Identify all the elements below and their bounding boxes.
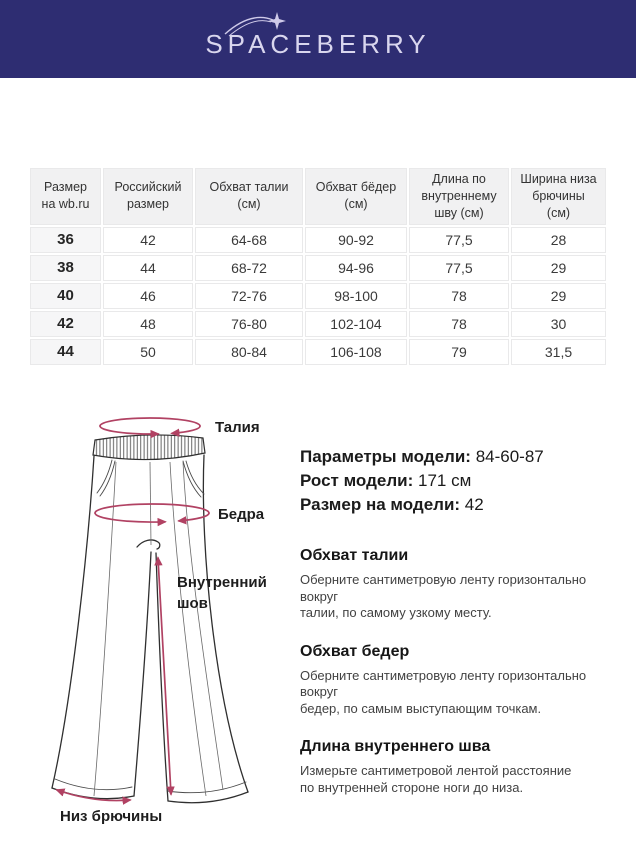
guide-section-title: Обхват бедер — [300, 642, 410, 660]
guide-section-hips: Обхват бедер Оберните сантиметровую лент… — [300, 643, 618, 718]
table-row: 38 44 68-72 94-96 77,5 29 — [30, 254, 606, 281]
table-row: 36 42 64-68 90-92 77,5 28 — [30, 226, 606, 253]
inseam-measure-arrow — [154, 556, 175, 796]
cell-wb-size: 36 — [30, 226, 101, 253]
cell-hem-width: 29 — [511, 282, 606, 309]
cell-ru-size: 46 — [103, 282, 193, 309]
cell-ru-size: 50 — [103, 338, 193, 365]
cell-inseam: 78 — [409, 310, 509, 337]
brand-header: SPACEBERRY — [0, 0, 636, 78]
cell-wb-size: 44 — [30, 338, 101, 365]
measuring-guide: Обхват талии Оберните сантиметровую лент… — [300, 547, 618, 796]
size-table-header-row: Размер на wb.ru Российский размер Обхват… — [30, 168, 606, 225]
brand-name: SPACEBERRY — [205, 28, 431, 59]
cell-inseam: 77,5 — [409, 254, 509, 281]
col-header-hem-width: Ширина низа брючины (см) — [511, 168, 606, 225]
cell-waist: 72-76 — [195, 282, 303, 309]
model-size-value: 42 — [464, 495, 484, 514]
cell-inseam: 79 — [409, 338, 509, 365]
cell-ru-size: 48 — [103, 310, 193, 337]
hips-measure-arrow — [94, 503, 210, 527]
pants-diagram — [51, 417, 249, 805]
waistband — [92, 434, 206, 461]
guide-section-title: Обхват талии — [300, 547, 409, 564]
table-row: 42 48 76-80 102-104 78 30 — [30, 310, 606, 337]
cell-waist: 68-72 — [195, 254, 303, 281]
model-size-label: Размер на модели: — [300, 495, 461, 514]
col-header-waist: Обхват талии (см) — [195, 168, 303, 225]
cell-inseam: 78 — [409, 282, 509, 309]
model-height-label: Рост модели: — [300, 471, 414, 490]
hem-label: Низ брючины — [60, 808, 163, 825]
cell-inseam: 77,5 — [409, 226, 509, 253]
pants-details — [54, 459, 247, 794]
col-header-inseam: Длина по внутреннему шву (см) — [409, 168, 509, 225]
hem-measure-arrow — [55, 788, 132, 805]
model-params-value: 84-60-87 — [475, 447, 544, 466]
cell-waist: 64-68 — [195, 226, 303, 253]
cell-hips: 98-100 — [305, 282, 407, 309]
model-height-line: Рост модели: 171 см — [300, 469, 618, 493]
guide-section-text: Измерьте сантиметровой лентой расстояние… — [300, 763, 572, 795]
cell-wb-size: 38 — [30, 254, 101, 281]
brand-logo: SPACEBERRY — [205, 11, 431, 60]
col-header-ru-size: Российский размер — [103, 168, 193, 225]
info-column: Параметры модели: 84-60-87 Рост модели: … — [300, 445, 618, 817]
cell-hem-width: 31,5 — [511, 338, 606, 365]
col-header-wb-size: Размер на wb.ru — [30, 168, 101, 225]
shooting-star-icon — [224, 11, 287, 36]
cell-hem-width: 29 — [511, 254, 606, 281]
hips-label: Бедра — [218, 506, 265, 523]
cell-waist: 76-80 — [195, 310, 303, 337]
guide-section-waist: Обхват талии Оберните сантиметровую лент… — [300, 547, 618, 622]
guide-section-title: Длина внутреннего шва — [300, 738, 491, 755]
model-params-line: Параметры модели: 84-60-87 — [300, 445, 618, 469]
cell-hips: 90-92 — [305, 226, 407, 253]
cell-wb-size: 42 — [30, 310, 101, 337]
cell-ru-size: 44 — [103, 254, 193, 281]
cell-wb-size: 40 — [30, 282, 101, 309]
model-height-value: 171 см — [417, 471, 472, 490]
model-size-line: Размер на модели: 42 — [300, 493, 618, 517]
cell-hem-width: 28 — [511, 226, 606, 253]
table-row: 44 50 80-84 106-108 79 31,5 — [30, 338, 606, 365]
cell-hem-width: 30 — [511, 310, 606, 337]
guide-section-text: Оберните сантиметровую ленту горизонталь… — [300, 667, 587, 716]
inseam-label: Внутренний шов — [177, 574, 267, 612]
waist-measure-arrow — [99, 417, 201, 439]
cell-hips: 106-108 — [305, 338, 407, 365]
cell-hips: 94-96 — [305, 254, 407, 281]
guide-section-text: Оберните сантиметровую ленту горизонталь… — [300, 572, 587, 620]
model-params-label: Параметры модели: — [300, 447, 471, 466]
waist-label: Талия — [215, 419, 260, 436]
cell-waist: 80-84 — [195, 338, 303, 365]
col-header-hips: Обхват бёдер (см) — [305, 168, 407, 225]
cell-ru-size: 42 — [103, 226, 193, 253]
table-row: 40 46 72-76 98-100 78 29 — [30, 282, 606, 309]
size-table: Размер на wb.ru Российский размер Обхват… — [28, 166, 608, 367]
guide-section-inseam: Длина внутреннего шва Измерьте сантиметр… — [300, 738, 618, 796]
cell-hips: 102-104 — [305, 310, 407, 337]
